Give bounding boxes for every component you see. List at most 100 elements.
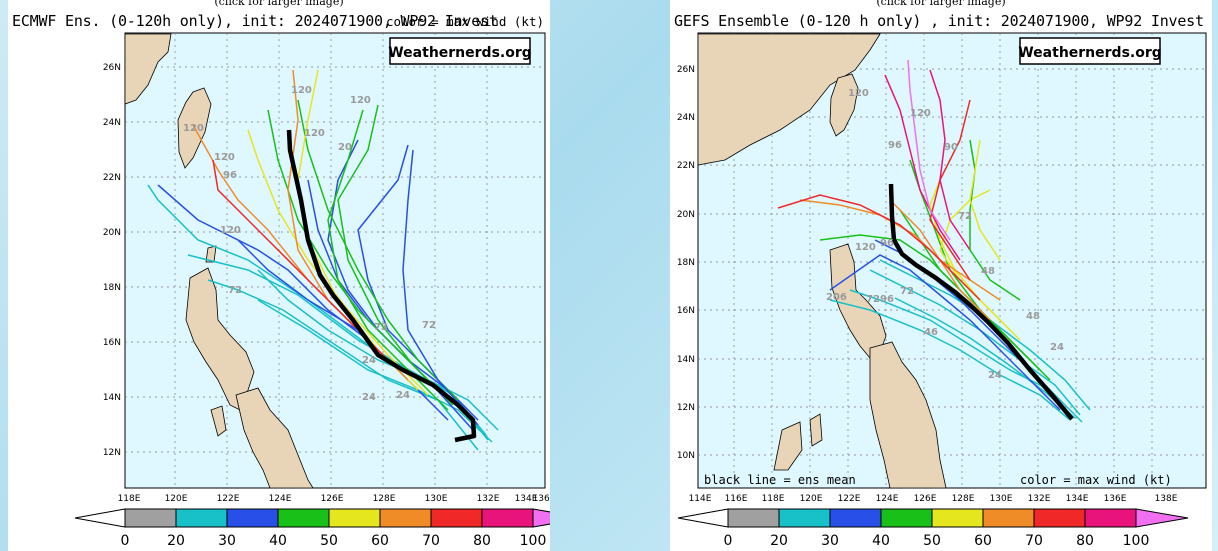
svg-text:24N: 24N xyxy=(103,118,121,128)
svg-text:30: 30 xyxy=(821,533,839,549)
click-for-larger-note: (click for larger image) xyxy=(214,0,344,8)
ensemble-tracks xyxy=(777,59,1091,423)
fhr-label: 24 xyxy=(988,370,1002,381)
svg-text:126E: 126E xyxy=(321,494,344,504)
svg-text:22N: 22N xyxy=(103,173,121,183)
svg-text:22N: 22N xyxy=(677,161,695,171)
svg-text:14N: 14N xyxy=(103,393,121,403)
fhr-label: 48 xyxy=(981,266,995,277)
svg-text:20: 20 xyxy=(770,533,788,549)
svg-text:70: 70 xyxy=(1025,533,1043,549)
svg-text:80: 80 xyxy=(473,533,491,549)
gefs-ensemble-panel[interactable]: (click for larger image) GEFS Ensemble (… xyxy=(670,0,1212,551)
svg-text:120E: 120E xyxy=(800,494,823,504)
ecmwf-track-map: 120 120 120 20 120 120 96 120 72 72 24 2… xyxy=(74,32,550,549)
ecmwf-ensemble-panel[interactable]: (click for larger image) ECMWF Ens. (0-1… xyxy=(8,0,550,551)
svg-text:24N: 24N xyxy=(677,113,695,123)
fhr-label: 24 xyxy=(362,392,376,403)
fhr-label: 24 xyxy=(362,355,376,366)
fhr-label: 120 xyxy=(848,88,869,99)
lon-tick-labels: 118E 120E 122E 124E 126E 128E 130E 132E … xyxy=(118,494,550,504)
svg-text:118E: 118E xyxy=(118,494,141,504)
svg-text:20: 20 xyxy=(167,533,185,549)
legend-label: color = max wind (kt) xyxy=(385,14,544,29)
fhr-label: 24 xyxy=(396,390,410,401)
fhr-label: 96 xyxy=(880,294,894,305)
fhr-label: 120 xyxy=(910,108,931,119)
svg-text:18N: 18N xyxy=(677,258,695,268)
colorbar-labels: 0 20 30 40 50 60 70 80 100 xyxy=(121,533,547,549)
fhr-label: 96 xyxy=(880,238,894,249)
fhr-label: 120 xyxy=(220,225,241,236)
weathernerds-watermark: Weathernerds.org xyxy=(1018,37,1162,65)
svg-text:40: 40 xyxy=(269,533,287,549)
svg-text:Weathernerds.org: Weathernerds.org xyxy=(388,45,532,61)
lon-tick-labels: 114E 116E 118E 120E 122E 124E 126E 128E … xyxy=(689,494,1178,504)
svg-text:136E: 136E xyxy=(1104,494,1127,504)
svg-text:122E: 122E xyxy=(217,494,240,504)
svg-text:16N: 16N xyxy=(677,306,695,316)
svg-text:134E: 134E xyxy=(515,494,538,504)
svg-text:60: 60 xyxy=(371,533,389,549)
svg-text:124E: 124E xyxy=(269,494,292,504)
svg-text:12N: 12N xyxy=(677,403,695,413)
svg-text:60: 60 xyxy=(974,533,992,549)
fhr-label: 96 xyxy=(223,170,237,181)
wind-colorbar: 0 20 30 40 50 60 70 80 100 xyxy=(677,508,1189,549)
svg-text:20N: 20N xyxy=(677,210,695,220)
svg-text:20N: 20N xyxy=(103,228,121,238)
panel-title: ECMWF Ens. (0-120h only), init: 20240719… xyxy=(12,12,498,30)
fhr-label: 206 xyxy=(826,292,847,303)
svg-text:40: 40 xyxy=(872,533,890,549)
fhr-label: 20 xyxy=(338,142,352,153)
svg-text:12N: 12N xyxy=(103,448,121,458)
svg-text:0: 0 xyxy=(724,533,733,549)
svg-text:18N: 18N xyxy=(103,283,121,293)
forecast-hour-labels: 120 120 120 20 120 120 96 120 72 72 24 2… xyxy=(183,85,436,403)
panel-title: GEFS Ensemble (0-120 h only) , init: 202… xyxy=(674,12,1204,30)
svg-text:138E: 138E xyxy=(1155,494,1178,504)
wind-colorbar: 0 20 30 40 50 60 70 80 100 xyxy=(74,508,550,549)
fhr-label: 24 xyxy=(1050,342,1064,353)
svg-text:114E: 114E xyxy=(689,494,712,504)
fhr-label: 72 xyxy=(958,211,972,222)
ens-mean-note: black line = ens mean xyxy=(704,473,856,487)
svg-text:116E: 116E xyxy=(725,494,748,504)
fhr-label: 46 xyxy=(924,327,938,338)
svg-text:30: 30 xyxy=(218,533,236,549)
bottom-legend-notes: black line = ens mean color = max wind (… xyxy=(704,473,1172,487)
ensemble-mean-track xyxy=(286,129,477,443)
svg-text:50: 50 xyxy=(923,533,941,549)
svg-text:80: 80 xyxy=(1076,533,1094,549)
svg-text:0: 0 xyxy=(121,533,130,549)
svg-text:14N: 14N xyxy=(677,355,695,365)
fhr-label: 120 xyxy=(183,123,204,134)
svg-text:136E: 136E xyxy=(533,494,550,504)
ensemble-mean-track xyxy=(888,183,1074,421)
svg-text:26N: 26N xyxy=(103,63,121,73)
fhr-label: 90 xyxy=(944,142,958,153)
fhr-label: 120 xyxy=(291,85,312,96)
svg-text:118E: 118E xyxy=(762,494,785,504)
click-for-larger-note: (click for larger image) xyxy=(876,0,1006,8)
gefs-track-map: 120 120 96 90 72 96 120 72 96 48 46 48 2… xyxy=(677,32,1207,549)
lat-tick-labels: 12N 14N 16N 18N 20N 22N 24N 26N xyxy=(103,63,121,458)
svg-text:132E: 132E xyxy=(477,494,500,504)
landmass xyxy=(697,33,947,489)
svg-text:Weathernerds.org: Weathernerds.org xyxy=(1018,45,1162,61)
svg-text:134E: 134E xyxy=(1066,494,1089,504)
svg-text:130E: 130E xyxy=(990,494,1013,504)
svg-text:130E: 130E xyxy=(425,494,448,504)
weathernerds-watermark: Weathernerds.org xyxy=(388,37,532,65)
forecast-hour-labels: 120 120 96 90 72 96 120 72 96 48 46 48 2… xyxy=(826,88,1064,381)
svg-text:70: 70 xyxy=(422,533,440,549)
fhr-label: 73 xyxy=(374,322,388,333)
svg-text:128E: 128E xyxy=(952,494,975,504)
lat-lon-grid xyxy=(125,33,545,488)
svg-text:124E: 124E xyxy=(876,494,899,504)
svg-text:132E: 132E xyxy=(1028,494,1051,504)
svg-text:50: 50 xyxy=(320,533,338,549)
ensemble-tracks xyxy=(147,69,499,451)
lat-tick-labels: 10N 12N 14N 16N 18N 20N 22N 24N 26N xyxy=(677,65,695,461)
svg-text:10N: 10N xyxy=(677,451,695,461)
